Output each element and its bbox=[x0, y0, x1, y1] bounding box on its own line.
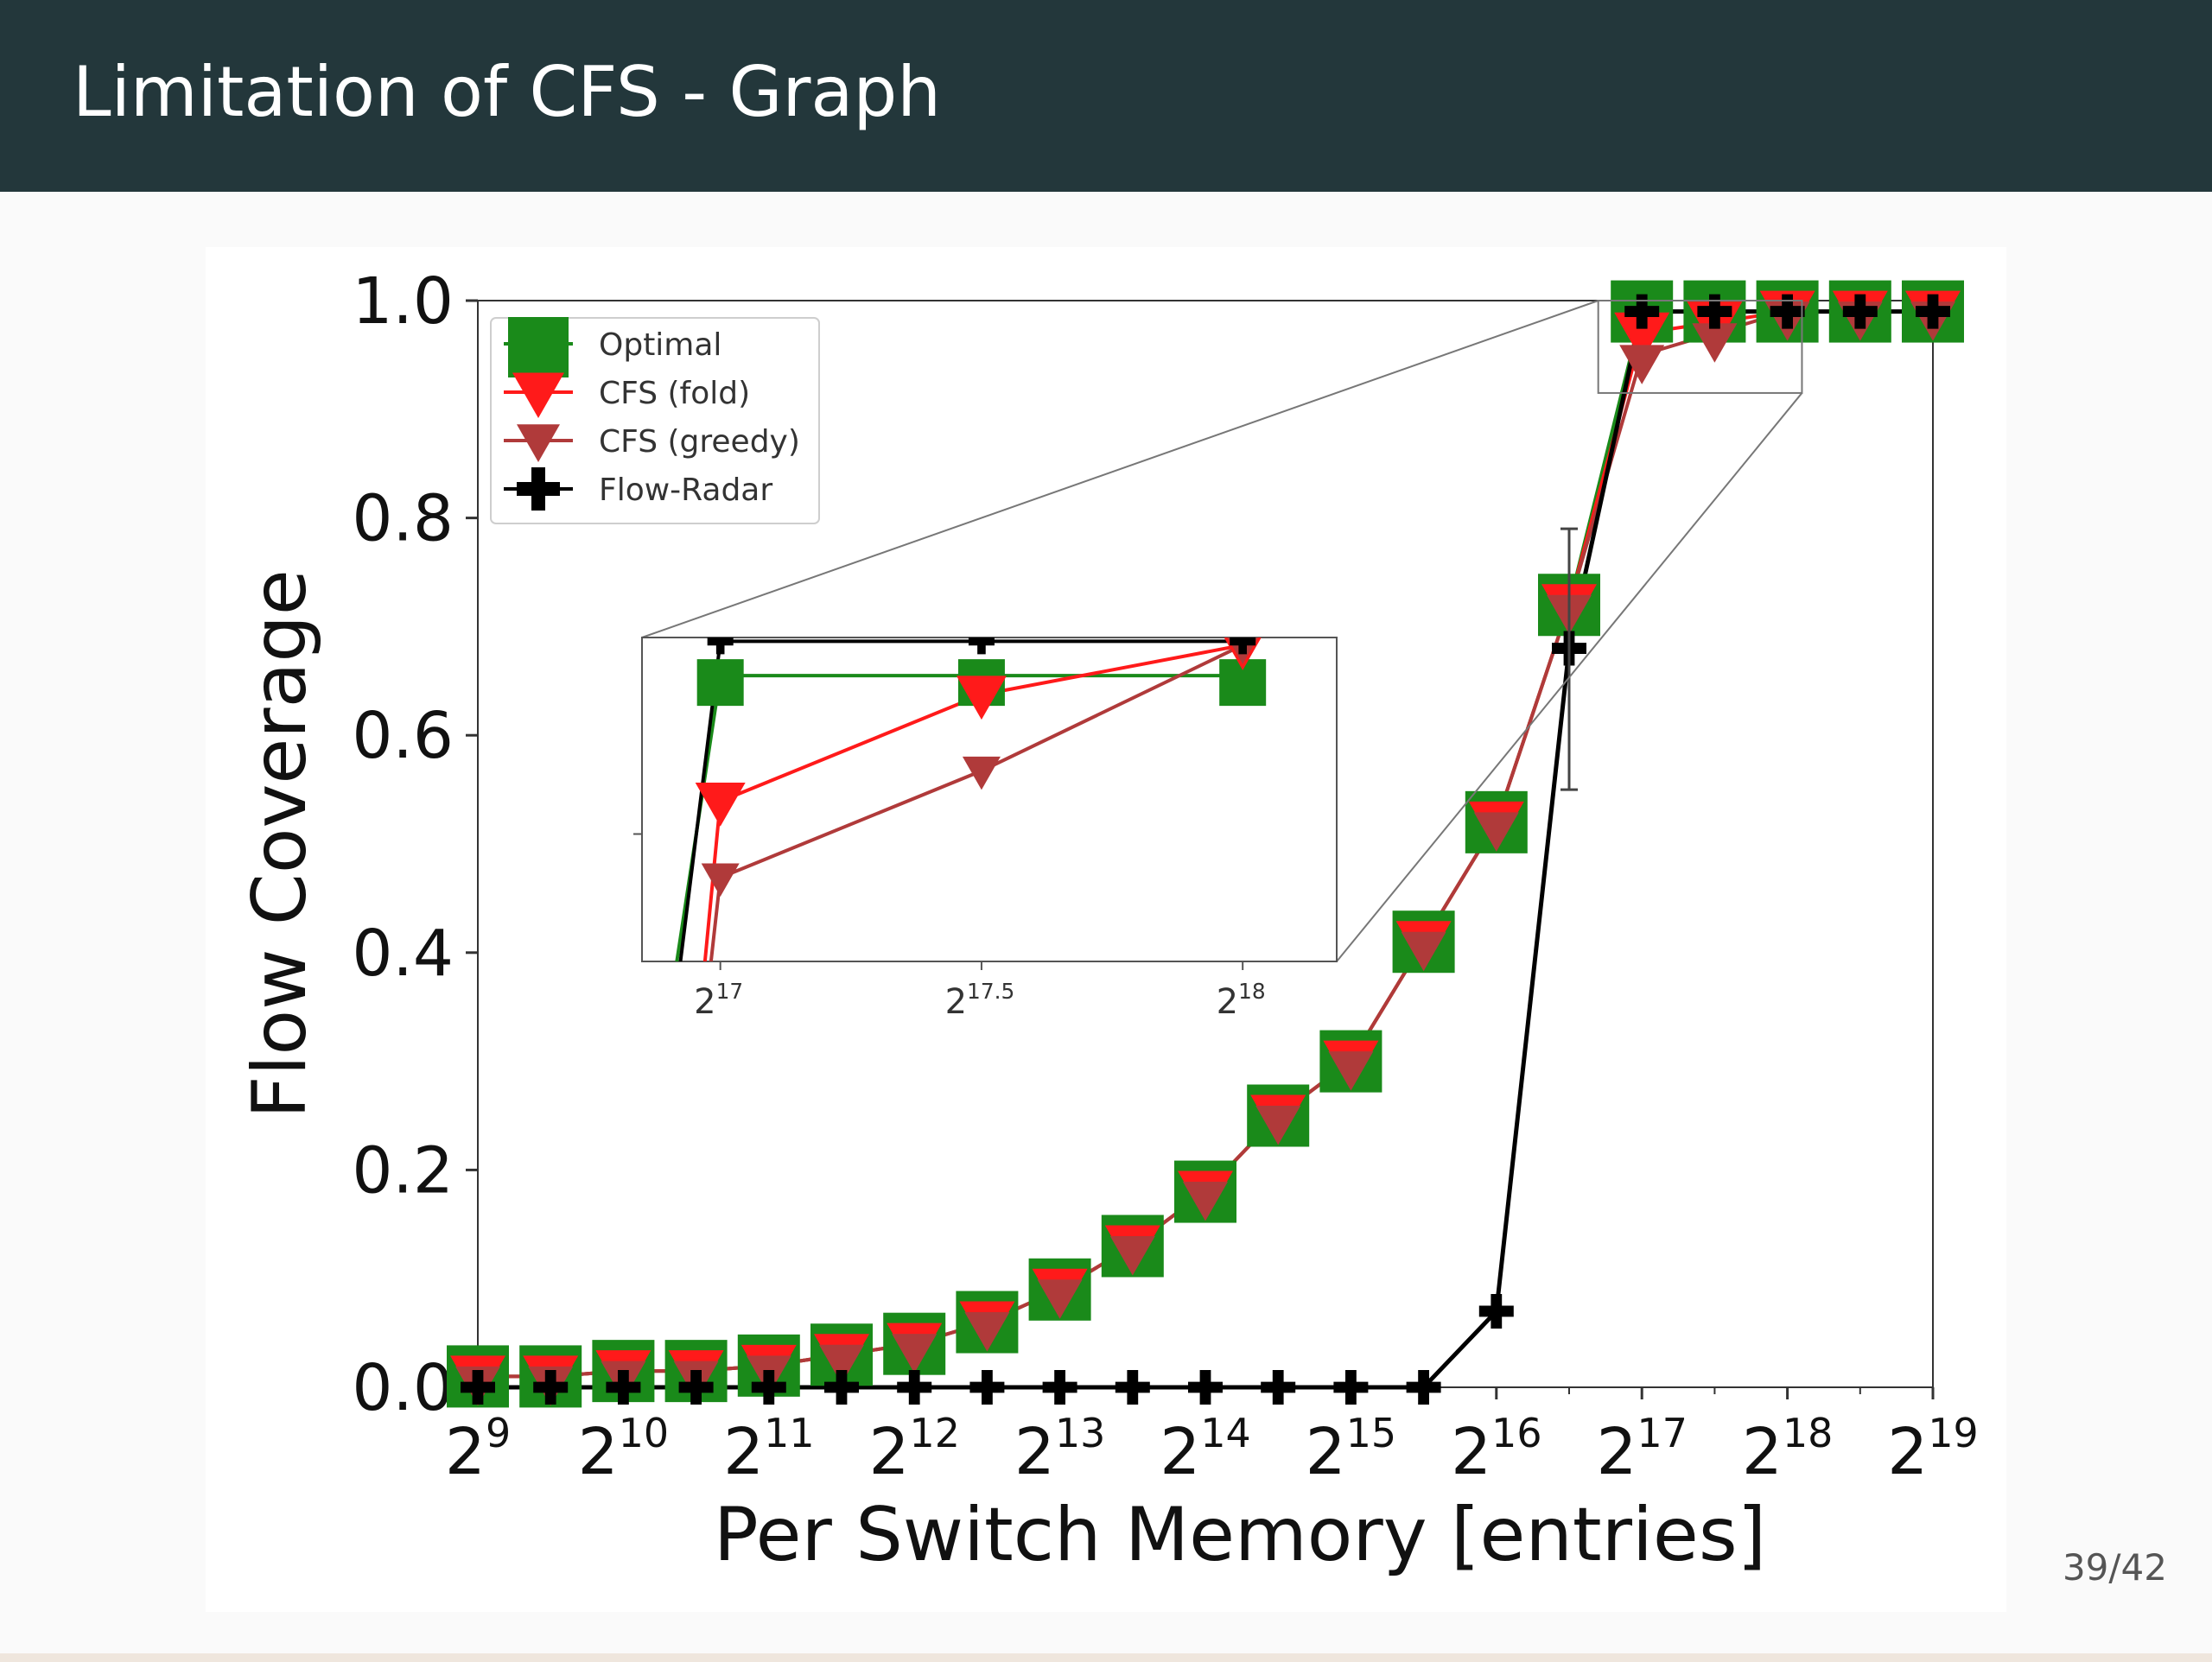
inset-point-cfs-greedy- bbox=[701, 863, 740, 897]
inset-point-flow-radar bbox=[968, 638, 995, 655]
y-tick-label: 0.4 bbox=[352, 917, 454, 991]
inset-point-flow-radar bbox=[1230, 638, 1256, 655]
data-point-cfs-greedy- bbox=[1473, 812, 1519, 852]
x-tick-label: 210 bbox=[578, 1410, 669, 1489]
data-point-flow-radar bbox=[1770, 294, 1805, 329]
data-point-flow-radar bbox=[1478, 1293, 1514, 1329]
inset-content bbox=[675, 638, 1267, 961]
data-point-flow-radar bbox=[1333, 1370, 1369, 1405]
x-tick-label: 29 bbox=[445, 1410, 511, 1489]
legend-marker-flow-radar bbox=[517, 467, 560, 511]
flow-coverage-chart: 0.0 0.2 0.4 0.6 0.8 1.0 29 210 211 212 213 214 215 21… bbox=[237, 264, 1979, 1578]
legend-label: CFS (fold) bbox=[599, 376, 750, 411]
data-point-flow-radar bbox=[1188, 1370, 1223, 1405]
data-point-cfs-greedy- bbox=[1328, 1051, 1374, 1091]
data-point-flow-radar bbox=[533, 1370, 569, 1405]
x-tick-label: 212 bbox=[868, 1410, 959, 1489]
data-point-flow-radar bbox=[1624, 294, 1660, 329]
x-tick-label: 216 bbox=[1451, 1410, 1541, 1489]
data-point-cfs-greedy- bbox=[819, 1344, 864, 1385]
x-tick-label: 215 bbox=[1306, 1410, 1396, 1489]
data-point-cfs-greedy- bbox=[964, 1312, 1010, 1352]
inset-x-tick-label: 218 bbox=[1217, 979, 1266, 1022]
data-point-cfs-fold- bbox=[1614, 312, 1670, 361]
x-tick-label: 214 bbox=[1160, 1410, 1250, 1489]
data-point-flow-radar bbox=[1115, 1370, 1150, 1405]
data-point-flow-radar bbox=[1261, 1370, 1296, 1405]
data-point-cfs-greedy- bbox=[1183, 1182, 1228, 1221]
data-point-flow-radar bbox=[678, 1370, 714, 1405]
data-point-cfs-greedy- bbox=[1692, 323, 1738, 363]
inset-x-tick-label: 217.5 bbox=[945, 979, 1015, 1022]
y-tick-label: 0.6 bbox=[352, 699, 454, 773]
inset-point-cfs-fold- bbox=[695, 782, 746, 827]
inset-chart: 217 217.5 218 bbox=[633, 637, 1338, 1022]
inset-x-tick-label: 217 bbox=[694, 979, 743, 1022]
x-tick-label: 213 bbox=[1014, 1410, 1105, 1489]
slide-title: Limitation of CFS - Graph bbox=[73, 52, 941, 132]
data-point-flow-radar bbox=[1406, 1370, 1441, 1405]
legend-label: CFS (greedy) bbox=[599, 424, 800, 460]
inset-line-cfs-fold- bbox=[702, 643, 1243, 961]
page-number: 39/42 bbox=[2062, 1546, 2167, 1589]
legend-box bbox=[490, 317, 820, 524]
legend-marker-optimal bbox=[508, 317, 569, 377]
inset-point-cfs-greedy- bbox=[962, 756, 1001, 790]
figure-panel: 0.0 0.2 0.4 0.6 0.8 1.0 29 210 211 212 213 214 215 21… bbox=[206, 247, 2006, 1612]
legend: Optimal CFS (fold) CFS (greedy) Flow-Radar bbox=[490, 317, 820, 524]
inset-point-flow-radar bbox=[707, 638, 734, 655]
x-axis-label: Per Switch Memory [entries] bbox=[714, 1492, 1766, 1578]
x-tick-label: 217 bbox=[1596, 1410, 1687, 1489]
data-point-cfs-greedy- bbox=[892, 1334, 938, 1373]
data-point-flow-radar bbox=[1697, 294, 1732, 329]
x-tick-label: 219 bbox=[1887, 1410, 1978, 1489]
legend-label: Flow-Radar bbox=[599, 473, 772, 508]
zoom-connector bbox=[1336, 392, 1803, 962]
data-point-cfs-greedy- bbox=[1619, 345, 1665, 384]
x-tick-label: 218 bbox=[1742, 1410, 1833, 1489]
data-point-flow-radar bbox=[606, 1370, 641, 1405]
inset-line-cfs-greedy- bbox=[709, 644, 1244, 961]
slide-header: Limitation of CFS - Graph bbox=[0, 0, 2212, 192]
data-point-cfs-greedy- bbox=[1255, 1106, 1301, 1145]
data-point-flow-radar bbox=[461, 1370, 495, 1405]
data-point-cfs-greedy- bbox=[1401, 931, 1446, 972]
y-tick-label: 0.0 bbox=[352, 1351, 454, 1425]
data-point-flow-radar bbox=[1042, 1370, 1077, 1405]
y-axis-label: Flow Coverage bbox=[237, 569, 323, 1119]
inset-line-flow-radar bbox=[678, 639, 1243, 961]
data-point-flow-radar bbox=[969, 1370, 1005, 1405]
y-tick-label: 1.0 bbox=[352, 264, 454, 339]
data-point-flow-radar bbox=[1916, 294, 1950, 329]
zoom-connector bbox=[641, 300, 1599, 638]
inset-point-cfs-fold- bbox=[956, 676, 1007, 720]
legend-marker-cfs-fold- bbox=[512, 372, 564, 418]
legend-marker-cfs-greedy- bbox=[517, 424, 560, 462]
data-point-flow-radar bbox=[824, 1370, 859, 1405]
inset-point-optimal bbox=[696, 659, 744, 707]
footer-line bbox=[0, 1653, 2212, 1662]
data-point-flow-radar bbox=[751, 1370, 786, 1405]
data-point-flow-radar bbox=[897, 1370, 932, 1405]
y-tick-label: 0.2 bbox=[352, 1133, 454, 1208]
x-tick-label: 211 bbox=[723, 1410, 814, 1489]
data-point-flow-radar bbox=[1842, 294, 1878, 329]
y-tick-label: 0.8 bbox=[352, 482, 454, 556]
data-point-cfs-greedy- bbox=[1037, 1279, 1083, 1319]
legend-label: Optimal bbox=[599, 327, 721, 363]
zoom-region bbox=[1597, 300, 1803, 394]
data-point-cfs-greedy- bbox=[1109, 1235, 1155, 1276]
